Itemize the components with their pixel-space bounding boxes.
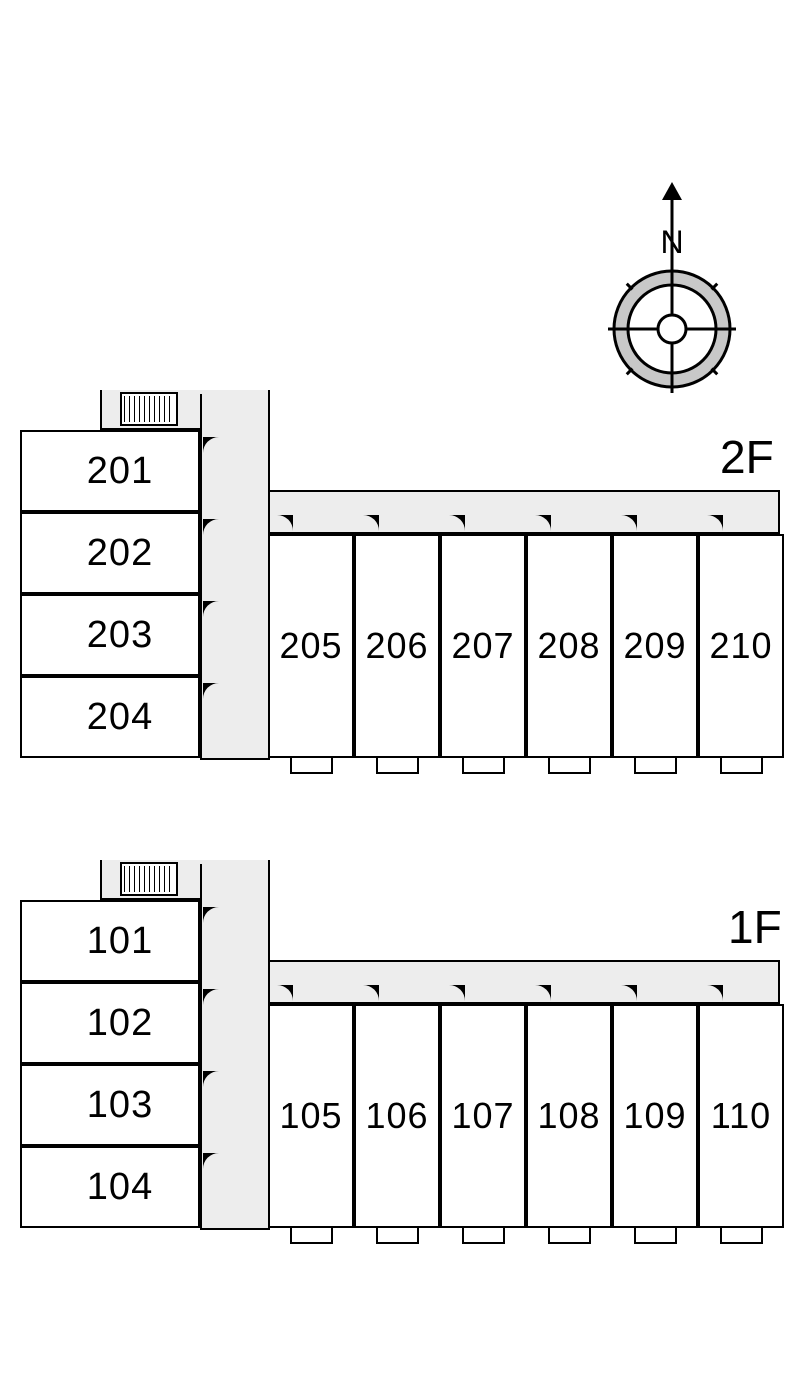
door-icon [202, 1070, 220, 1093]
unit-210: 210 [698, 534, 784, 758]
balcony [634, 1226, 677, 1244]
unit-103: 103 [40, 1064, 200, 1146]
unit-208: 208 [526, 534, 612, 758]
unit-101: 101 [40, 900, 200, 982]
unit-105: 105 [268, 1004, 354, 1228]
door-icon [276, 514, 294, 537]
balcony [548, 756, 591, 774]
door-icon [620, 984, 638, 1007]
unit-203: 203 [40, 594, 200, 676]
unit-202: 202 [40, 512, 200, 594]
unit-stub [20, 1146, 42, 1228]
unit-206: 206 [354, 534, 440, 758]
unit-106: 106 [354, 1004, 440, 1228]
door-icon [202, 518, 220, 541]
floorplan-stage: N 2F2012022032042052062072082092101F1011… [0, 0, 800, 1381]
door-icon [534, 984, 552, 1007]
balcony [376, 756, 419, 774]
balcony [462, 756, 505, 774]
balcony [634, 756, 677, 774]
unit-stub [20, 982, 42, 1064]
unit-108: 108 [526, 1004, 612, 1228]
door-icon [706, 514, 724, 537]
door-icon [534, 514, 552, 537]
balcony [462, 1226, 505, 1244]
unit-stub [20, 676, 42, 758]
stairs-icon [120, 862, 178, 896]
balcony [548, 1226, 591, 1244]
balcony [376, 1226, 419, 1244]
unit-102: 102 [40, 982, 200, 1064]
floor-label: 2F [720, 430, 774, 484]
unit-stub [20, 512, 42, 594]
unit-107: 107 [440, 1004, 526, 1228]
unit-stub [20, 1064, 42, 1146]
door-icon [448, 984, 466, 1007]
unit-201: 201 [40, 430, 200, 512]
door-icon [448, 514, 466, 537]
balcony [720, 756, 763, 774]
door-icon [202, 988, 220, 1011]
unit-110: 110 [698, 1004, 784, 1228]
unit-stub [20, 430, 42, 512]
door-icon [202, 682, 220, 705]
door-icon [362, 514, 380, 537]
unit-204: 204 [40, 676, 200, 758]
door-icon [202, 600, 220, 623]
compass-icon: N [604, 182, 740, 398]
unit-104: 104 [40, 1146, 200, 1228]
unit-109: 109 [612, 1004, 698, 1228]
door-icon [620, 514, 638, 537]
door-icon [362, 984, 380, 1007]
unit-205: 205 [268, 534, 354, 758]
unit-stub [20, 900, 42, 982]
svg-text:N: N [660, 224, 683, 260]
door-icon [202, 436, 220, 459]
balcony [720, 1226, 763, 1244]
unit-stub [20, 594, 42, 676]
door-icon [202, 1152, 220, 1175]
unit-209: 209 [612, 534, 698, 758]
door-icon [706, 984, 724, 1007]
door-icon [276, 984, 294, 1007]
unit-207: 207 [440, 534, 526, 758]
floor-label: 1F [728, 900, 782, 954]
balcony [290, 1226, 333, 1244]
door-icon [202, 906, 220, 929]
balcony [290, 756, 333, 774]
stairs-icon [120, 392, 178, 426]
